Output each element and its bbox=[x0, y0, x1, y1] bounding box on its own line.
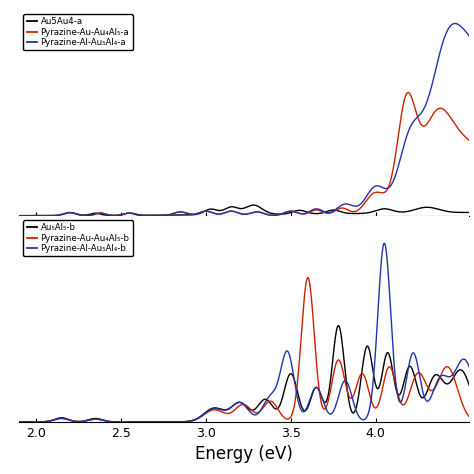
Legend: Au5Au4-a, Pyrazine-Au-Au₄Al₅-a, Pyrazine-Al-Au₅Al₄-a: Au5Au4-a, Pyrazine-Au-Au₄Al₅-a, Pyrazine… bbox=[23, 14, 133, 50]
X-axis label: Energy (eV): Energy (eV) bbox=[195, 445, 293, 463]
Legend: Au₅Al₅-b, Pyrazine-Au-Au₄Al₅-b, Pyrazine-Al-Au₅Al₄-b: Au₅Al₅-b, Pyrazine-Au-Au₄Al₅-b, Pyrazine… bbox=[23, 220, 133, 256]
